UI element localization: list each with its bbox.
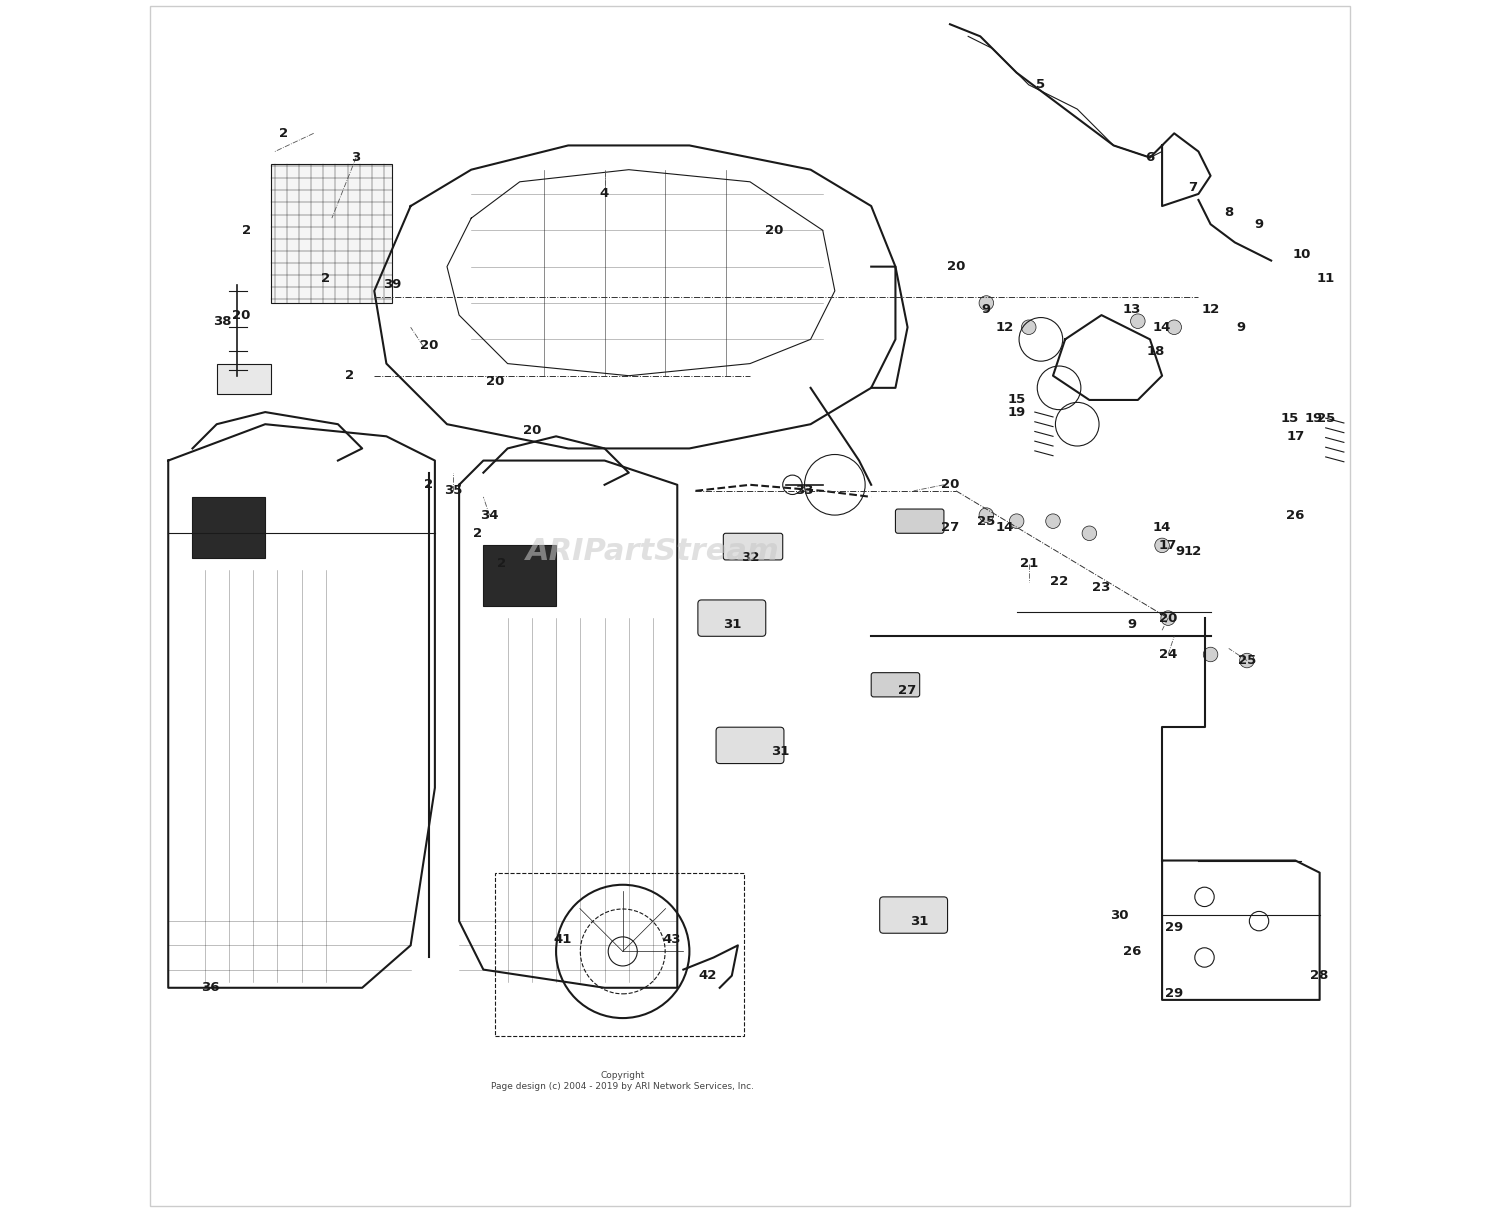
Text: 5: 5 bbox=[1036, 79, 1046, 91]
Circle shape bbox=[1161, 611, 1176, 625]
FancyBboxPatch shape bbox=[698, 600, 766, 636]
Circle shape bbox=[1082, 526, 1096, 541]
Text: 17: 17 bbox=[1160, 539, 1178, 551]
Text: 21: 21 bbox=[1020, 558, 1038, 570]
Circle shape bbox=[1131, 314, 1144, 328]
Text: 20: 20 bbox=[486, 376, 504, 388]
Text: Copyright
Page design (c) 2004 - 2019 by ARI Network Services, Inc.: Copyright Page design (c) 2004 - 2019 by… bbox=[490, 1071, 754, 1091]
Text: 2: 2 bbox=[279, 127, 288, 139]
Text: 29: 29 bbox=[1166, 921, 1184, 933]
Text: 33: 33 bbox=[795, 485, 814, 497]
Text: 14: 14 bbox=[1154, 521, 1172, 533]
Bar bbox=[495, 873, 744, 1036]
Text: 2: 2 bbox=[424, 479, 433, 491]
Bar bbox=[272, 164, 393, 303]
Text: 12: 12 bbox=[1202, 303, 1219, 315]
Text: 41: 41 bbox=[554, 933, 572, 945]
Text: 18: 18 bbox=[1148, 345, 1166, 358]
Text: 10: 10 bbox=[1293, 248, 1311, 261]
Text: 2: 2 bbox=[472, 527, 482, 539]
Text: 20: 20 bbox=[1160, 612, 1178, 624]
Circle shape bbox=[980, 508, 993, 522]
Text: 12: 12 bbox=[996, 321, 1014, 333]
Text: 2: 2 bbox=[345, 370, 354, 382]
Text: 35: 35 bbox=[444, 485, 462, 497]
Text: 26: 26 bbox=[1286, 509, 1305, 521]
Circle shape bbox=[1167, 320, 1182, 335]
Text: 13: 13 bbox=[1122, 303, 1142, 315]
Text: 25: 25 bbox=[1317, 412, 1335, 424]
Text: 20: 20 bbox=[765, 224, 783, 236]
Text: 9: 9 bbox=[1254, 218, 1263, 230]
Text: 9: 9 bbox=[1236, 321, 1245, 333]
FancyBboxPatch shape bbox=[896, 509, 944, 533]
Text: 39: 39 bbox=[384, 279, 402, 291]
Text: 11: 11 bbox=[1317, 273, 1335, 285]
Text: 27: 27 bbox=[898, 685, 916, 697]
Circle shape bbox=[1010, 514, 1025, 528]
Text: 27: 27 bbox=[940, 521, 958, 533]
Text: 2: 2 bbox=[243, 224, 252, 236]
Text: 9: 9 bbox=[982, 303, 992, 315]
Text: 26: 26 bbox=[1122, 945, 1142, 957]
Bar bbox=[216, 364, 272, 394]
Text: 25: 25 bbox=[976, 515, 996, 527]
Text: 20: 20 bbox=[946, 261, 964, 273]
Text: 4: 4 bbox=[600, 188, 609, 200]
Circle shape bbox=[1155, 538, 1170, 553]
Text: 9: 9 bbox=[1126, 618, 1137, 630]
Text: 19: 19 bbox=[1008, 406, 1026, 418]
Text: 31: 31 bbox=[771, 745, 789, 758]
Text: 31: 31 bbox=[723, 618, 741, 630]
Text: 22: 22 bbox=[1050, 576, 1068, 588]
Text: 20: 20 bbox=[940, 479, 958, 491]
Text: ARIPartStream: ARIPartStream bbox=[526, 537, 780, 566]
Text: 38: 38 bbox=[213, 315, 232, 327]
Text: 20: 20 bbox=[420, 339, 438, 351]
Circle shape bbox=[1046, 514, 1060, 528]
Text: 28: 28 bbox=[1311, 970, 1329, 982]
Text: 43: 43 bbox=[662, 933, 681, 945]
Text: 42: 42 bbox=[699, 970, 717, 982]
Circle shape bbox=[1203, 647, 1218, 662]
Text: 31: 31 bbox=[910, 915, 928, 927]
Text: 20: 20 bbox=[522, 424, 542, 436]
Circle shape bbox=[1239, 653, 1254, 668]
Text: 29: 29 bbox=[1166, 988, 1184, 1000]
Text: 15: 15 bbox=[1280, 412, 1299, 424]
Text: 30: 30 bbox=[1110, 909, 1130, 921]
FancyBboxPatch shape bbox=[716, 727, 784, 764]
Text: 32: 32 bbox=[741, 551, 759, 564]
Text: 6: 6 bbox=[1146, 152, 1155, 164]
Text: 12: 12 bbox=[1184, 545, 1202, 558]
FancyBboxPatch shape bbox=[723, 533, 783, 560]
Text: 2: 2 bbox=[321, 273, 330, 285]
Circle shape bbox=[980, 296, 993, 310]
Text: 3: 3 bbox=[351, 152, 360, 164]
Text: 7: 7 bbox=[1188, 182, 1197, 194]
Bar bbox=[192, 497, 266, 558]
Text: 2: 2 bbox=[496, 558, 506, 570]
Text: 24: 24 bbox=[1160, 648, 1178, 661]
Text: 36: 36 bbox=[201, 982, 220, 994]
Text: 19: 19 bbox=[1305, 412, 1323, 424]
FancyBboxPatch shape bbox=[879, 897, 948, 933]
Circle shape bbox=[1022, 320, 1036, 335]
Text: 14: 14 bbox=[996, 521, 1014, 533]
Bar bbox=[483, 545, 556, 606]
Text: 34: 34 bbox=[480, 509, 498, 521]
Text: 9: 9 bbox=[1176, 545, 1185, 558]
Text: 15: 15 bbox=[1008, 394, 1026, 406]
FancyBboxPatch shape bbox=[871, 673, 919, 697]
Text: 8: 8 bbox=[1224, 206, 1233, 218]
Text: 25: 25 bbox=[1238, 654, 1256, 667]
Text: 23: 23 bbox=[1092, 582, 1110, 594]
Text: 17: 17 bbox=[1287, 430, 1305, 442]
Text: 14: 14 bbox=[1154, 321, 1172, 333]
Text: 20: 20 bbox=[232, 309, 250, 321]
